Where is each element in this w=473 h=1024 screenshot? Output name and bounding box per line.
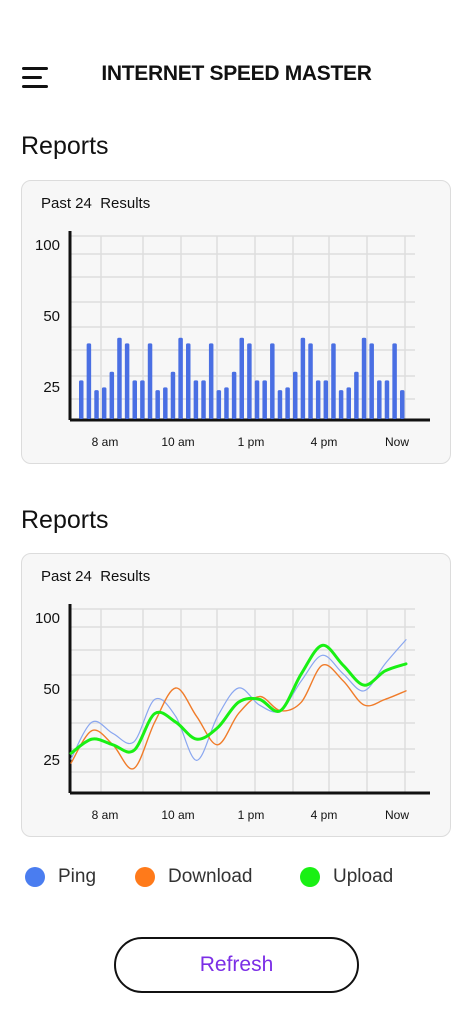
legend-dot-download [135,867,155,887]
legend-item-ping: Ping [25,866,96,888]
bar [94,390,99,419]
legend-label-download: Download [168,866,253,887]
bar [254,380,260,419]
line-chart-x-tick-label: 8 am [92,808,119,822]
bar [377,380,382,419]
bar [369,343,374,419]
bar-chart-y-tick-label: 25 [43,379,60,396]
bar [163,387,168,419]
bar [101,387,107,419]
line-chart: 100 50 25 8 am 10 am 1 pm 4 pm Now [35,604,430,822]
bar [300,337,306,419]
bar [331,343,336,419]
legend-label-upload: Upload [333,866,394,887]
bar [231,371,237,419]
series-line-upload [69,643,408,755]
bar [193,380,199,419]
bar-chart: 100 50 25 8 am 10 am 1 pm 4 pm Now [35,231,430,449]
bar [170,371,176,419]
line-chart-x-tick-label: 10 am [161,808,194,822]
bar [117,337,122,419]
bar [293,371,298,419]
bar [270,343,275,419]
bar-chart-x-tick-label: 4 pm [311,435,338,449]
bar [201,380,206,419]
bar [147,343,153,419]
bar [124,343,130,419]
bar [400,390,405,419]
bar [239,337,244,419]
bar [178,337,183,419]
legend-dot-upload [300,867,320,887]
bar-chart-card: Past 24 Results 100 50 25 8 am 10 am 1 pm 4 pm… [21,180,451,464]
bar [285,387,290,419]
bar-chart-x-tick-label: Now [385,435,409,449]
line-chart-y-tick-label: 50 [43,681,60,698]
bar [86,343,92,419]
bar [247,343,252,419]
bar [323,380,329,419]
bar [140,380,145,419]
line-chart-x-tick-label: Now [385,808,409,822]
bar [354,371,359,419]
bar-chart-x-tick-label: 8 am [92,435,119,449]
bar [346,387,351,419]
legend-dot-ping [25,867,45,887]
bar [338,390,344,419]
bar [109,371,115,419]
bar-chart-x-tick-label: 1 pm [238,435,265,449]
bar [277,390,283,419]
app-title: INTERNET SPEED MASTER [101,62,372,85]
bar [392,343,397,419]
refresh-button[interactable]: Refresh [114,937,359,993]
line-chart-card: Past 24 Results 100 50 25 8 am 10 am 1 pm 4 pm… [21,553,451,837]
bar [384,380,390,419]
bar [308,343,313,419]
section-title-line: Reports [21,506,109,534]
line-chart-y-tick-label: 100 [35,610,60,627]
bar [79,380,84,419]
legend-item-download: Download [135,866,253,888]
chart-legend: Ping Download Upload [0,866,473,896]
legend-label-ping: Ping [58,866,97,887]
legend-item-upload: Upload [300,866,393,888]
line-chart-card-title: Past 24 Results [41,568,151,585]
bar [186,343,191,419]
bar-chart-y-tick-label: 50 [43,308,60,325]
line-chart-y-tick-label: 25 [43,752,60,769]
bar [132,380,137,419]
bar [361,337,367,419]
bar [155,390,160,419]
bar-chart-card-title: Past 24 Results [41,195,151,212]
line-chart-x-tick-label: 4 pm [311,808,338,822]
menu-icon[interactable] [22,67,50,89]
bar [315,380,321,419]
bar [262,380,267,419]
bar-chart-y-tick-label: 100 [35,237,60,254]
bar [224,387,229,419]
section-title-bar: Reports [21,132,109,160]
bar [216,390,222,419]
bar-chart-x-tick-label: 10 am [161,435,194,449]
line-chart-x-tick-label: 1 pm [238,808,265,822]
series-line-download [70,663,407,770]
bar [208,343,214,419]
series-line-ping [70,639,407,761]
